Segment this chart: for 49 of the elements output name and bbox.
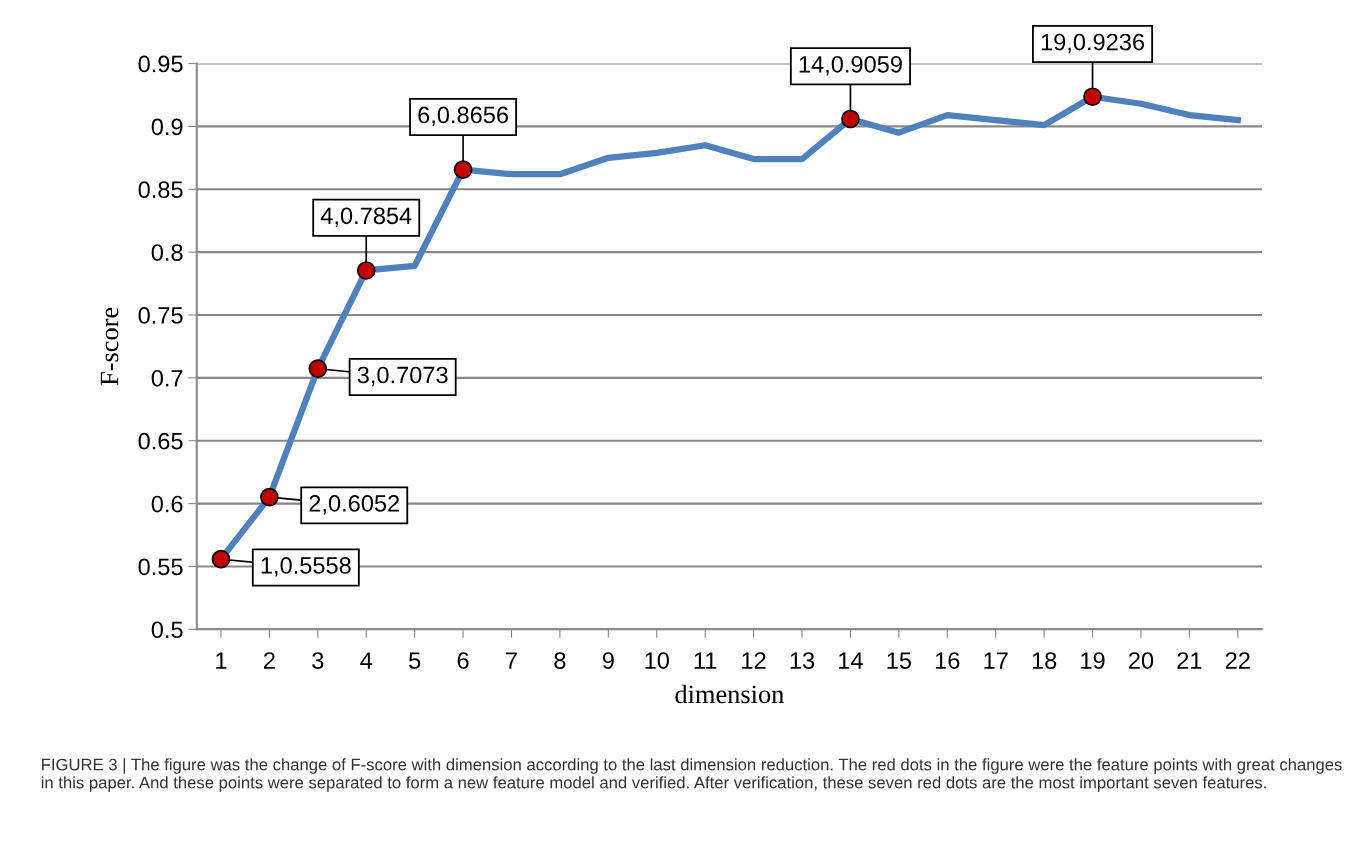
annotation: 4,0.7854 <box>320 207 412 227</box>
x-tick-label: 13 <box>790 652 815 669</box>
x-tick-label: 18 <box>1032 652 1057 669</box>
point <box>453 160 473 179</box>
x-tick-label: 9 <box>602 652 614 669</box>
y-tick-label: 0.7 <box>151 369 183 387</box>
x-tick-label: 6 <box>457 652 469 669</box>
x-tick-label: 4 <box>360 652 373 669</box>
x-tick-label: 12 <box>742 652 766 669</box>
x-tick-label: 11 <box>694 652 717 669</box>
point <box>841 109 860 129</box>
y-tick-label: 0.8 <box>151 244 183 261</box>
x-tick-label: 5 <box>409 652 421 669</box>
x-tick-label: 8 <box>554 652 566 669</box>
y-tick-label: 0.95 <box>138 55 183 73</box>
y-tick-label: 0.9 <box>151 118 183 136</box>
x-axis-title: dimension <box>675 684 784 704</box>
point <box>260 487 279 507</box>
x-tick-label: 19 <box>1081 652 1105 669</box>
point <box>211 549 231 569</box>
x-tick-label: 2 <box>264 652 275 669</box>
y-tick-label: 0.75 <box>138 307 183 324</box>
point <box>356 261 376 280</box>
x-tick-label: 22 <box>1225 652 1250 669</box>
caption: FIGURE 3 | The figure was the change of F-score with dimension according to the last dimension reduction. The red dots in the figure were the feature points with great changes in this paper. And these points were separated to form a new feature model and verified. After verification, these seven red dots are the most important seven features. <box>41 758 1342 792</box>
annotation: 3,0.7073 <box>357 366 448 387</box>
x-tick-label: 10 <box>645 652 669 669</box>
x-tick-label: 14 <box>839 652 863 669</box>
annotation: 14,0.9059 <box>799 55 902 76</box>
y-tick-label: 0.6 <box>151 495 183 513</box>
annotation: 1,0.5558 <box>261 557 351 577</box>
point <box>1083 87 1102 107</box>
x-tick-label: 1 <box>216 652 227 669</box>
annotation: 2,0.6052 <box>309 495 400 515</box>
x-tick-label: 20 <box>1129 652 1154 669</box>
x-tick-label: 17 <box>984 652 1008 669</box>
point <box>308 359 328 379</box>
y-tick-label: 0.65 <box>138 432 183 450</box>
annotation: 19,0.9236 <box>1041 33 1145 54</box>
x-tick-label: 7 <box>506 652 517 669</box>
annotation: 6,0.8656 <box>418 106 508 127</box>
x-tick-label: 21 <box>1177 652 1202 669</box>
y-tick-label: 0.85 <box>138 181 183 199</box>
y-axis-title: F-score <box>100 307 119 386</box>
y-tick-label: 0.55 <box>138 558 183 576</box>
x-tick-label: 16 <box>935 652 960 669</box>
y-tick-label: 0.5 <box>151 621 183 639</box>
x-tick-label: 15 <box>887 652 911 669</box>
x-tick-label: 3 <box>312 652 324 669</box>
